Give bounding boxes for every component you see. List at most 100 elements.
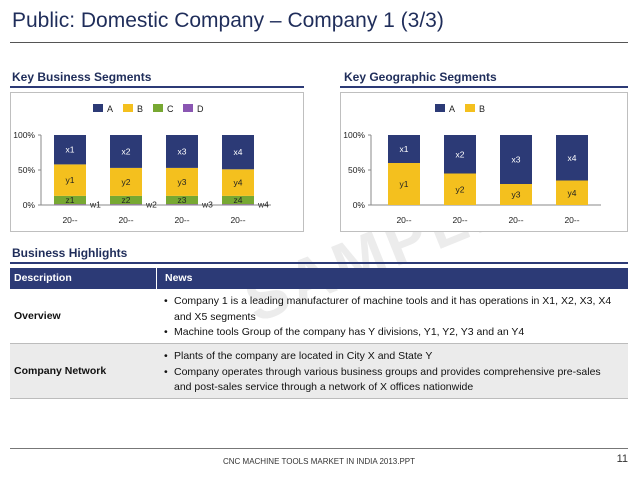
bar-data-label: y4 [568, 188, 577, 198]
bullet-text: Machine tools Group of the company has Y… [174, 326, 525, 338]
bar-segment-d-3 [166, 204, 198, 206]
x-tick-label: 20-- [396, 215, 411, 225]
footer-divider [10, 448, 628, 449]
bar-data-label: y2 [456, 184, 465, 194]
bar-data-label: y1 [66, 175, 75, 185]
bar-segment-c-2 [110, 195, 142, 205]
header-description: Description [14, 272, 72, 284]
title-divider [10, 42, 628, 43]
x-tick-label: 20-- [174, 215, 189, 225]
geographic-segments-chart: A B 0% 50% 100% y1 x1 20-- y2 x2 20-- y3 x3 20-- y4 x4 2… [343, 104, 601, 225]
bar-data-label: z2 [122, 195, 131, 205]
business-segments-heading: Key Business Segments [12, 70, 152, 84]
row-label: Company Network [14, 365, 107, 377]
bar-data-label: w2 [145, 199, 157, 209]
bar-segment-a-1 [388, 135, 420, 163]
bullet-text: Company 1 is a leading manufacturer of m… [174, 295, 612, 323]
y-tick-label: 50% [348, 165, 365, 175]
bullet-text: Company operates through various busines… [174, 365, 601, 394]
bar-segment-a-3 [500, 135, 532, 184]
business-segments-chart-box: A B C D 0% 50% 100% w1 z1 y1 x1 20-- w2 z2 y2 x2 20-- w3 z… [10, 92, 304, 232]
y-tick-label: 100% [343, 130, 365, 140]
bullet-text: Plants of the company are located in Cit… [174, 350, 433, 362]
business-highlights-heading: Business Highlights [12, 246, 128, 260]
bar-data-label: w4 [257, 199, 269, 209]
bar-segment-c-3 [166, 195, 198, 205]
business-segments-chart: A B C D 0% 50% 100% w1 z1 y1 x1 20-- w2 z2 y2 x2 20-- w3 z… [13, 104, 271, 225]
legend-label: C [167, 104, 174, 114]
bar-segment-a-3 [166, 135, 198, 168]
legend-label: A [107, 104, 113, 114]
bar-segment-b-1 [388, 163, 420, 205]
bar-segment-b-3 [166, 167, 198, 196]
footer-text: CNC MACHINE TOOLS MARKET IN INDIA 2013.P… [222, 457, 416, 466]
y-tick-label: 0% [23, 200, 36, 210]
bar-data-label: x1 [66, 145, 75, 155]
legend-swatch-b [123, 104, 133, 112]
bar-data-label: x3 [178, 146, 187, 156]
header-news: News [156, 268, 628, 289]
bar-data-label: y3 [178, 177, 187, 187]
bar-segment-b-4 [556, 180, 588, 205]
bullet-item: • Company operates through various busine… [164, 365, 620, 396]
legend-label: B [479, 104, 485, 114]
bar-segment-d-4 [222, 204, 254, 206]
geographic-segments-heading: Key Geographic Segments [344, 70, 497, 84]
bar-segment-b-2 [444, 173, 476, 205]
row-label: Overview [14, 310, 61, 322]
x-tick-label: 20-- [62, 215, 77, 225]
business-highlights-rule [10, 262, 628, 264]
bar-segment-c-1 [54, 195, 86, 205]
bar-segment-d-1 [54, 204, 86, 206]
bullet-item: • Machine tools Group of the company has … [164, 325, 620, 341]
bar-segment-b-1 [54, 164, 86, 196]
bar-data-label: x3 [512, 155, 521, 165]
bar-data-label: y2 [122, 177, 131, 187]
bar-data-label: z3 [178, 195, 187, 205]
bar-segment-a-2 [444, 135, 476, 174]
y-tick-label: 50% [18, 165, 35, 175]
geographic-segments-rule [340, 86, 628, 88]
legend-label: A [449, 104, 455, 114]
highlights-table: Description News Overview • Company 1 is … [10, 268, 628, 399]
bar-segment-b-2 [110, 167, 142, 196]
legend-swatch-b [465, 104, 475, 112]
legend-swatch-a [435, 104, 445, 112]
bar-segment-a-2 [110, 135, 142, 168]
bar-data-label: x2 [122, 146, 131, 156]
bar-data-label: y1 [400, 179, 409, 189]
y-tick-label: 100% [13, 130, 35, 140]
business-segments-rule [10, 86, 304, 88]
bar-segment-a-4 [556, 135, 588, 181]
x-tick-label: 20-- [230, 215, 245, 225]
bar-data-label: w3 [201, 199, 213, 209]
table-row-overview: Overview • Company 1 is a leading manufac… [10, 289, 628, 344]
bar-segment-a-4 [222, 135, 254, 170]
legend-swatch-d [183, 104, 193, 112]
legend-swatch-c [153, 104, 163, 112]
bullet-item: • Plants of the company are located in Ci… [164, 349, 620, 365]
bar-data-label: x4 [568, 153, 577, 163]
bar-segment-b-3 [500, 184, 532, 205]
geographic-segments-chart-box: A B 0% 50% 100% y1 x1 20-- y2 x2 20-- y3 x3 20-- y4 x4 2… [340, 92, 628, 232]
x-tick-label: 20-- [564, 215, 579, 225]
bar-segment-c-4 [222, 195, 254, 205]
row-news: • Company 1 is a leading manufacturer of … [156, 289, 628, 343]
page-title: Public: Domestic Company – Company 1 (3/… [12, 9, 444, 32]
row-news: • Plants of the company are located in Ci… [156, 344, 628, 398]
page-number: 11 [616, 453, 628, 465]
table-row-company-network: Company Network • Plants of the company a… [10, 344, 628, 399]
y-tick-label: 0% [353, 200, 366, 210]
bar-data-label: y4 [234, 178, 243, 188]
legend-label: B [137, 104, 143, 114]
bar-data-label: y3 [512, 190, 521, 200]
legend-label: D [197, 104, 204, 114]
bullet-item: • Company 1 is a leading manufacturer of … [164, 294, 620, 325]
bar-data-label: x1 [400, 144, 409, 154]
x-tick-label: 20-- [118, 215, 133, 225]
bar-data-label: x2 [456, 149, 465, 159]
bar-data-label: z1 [66, 195, 75, 205]
bar-data-label: w1 [89, 199, 101, 209]
bar-data-label: x4 [234, 147, 243, 157]
bar-segment-b-4 [222, 169, 254, 196]
